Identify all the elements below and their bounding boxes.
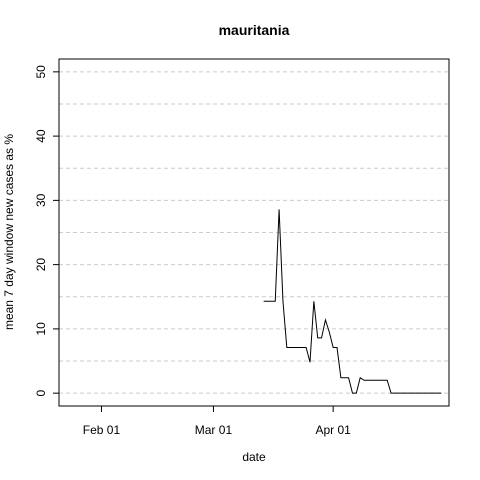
y-axis-label: mean 7 day window new cases as % xyxy=(2,134,16,330)
y-tick-label: 30 xyxy=(34,193,48,207)
series-line-0 xyxy=(263,209,442,394)
y-tick-label: 50 xyxy=(34,65,48,79)
y-axis: 0 10 20 30 40 50 xyxy=(34,65,59,396)
x-tick-label: Feb 01 xyxy=(83,423,121,437)
y-tick-label: 20 xyxy=(34,258,48,272)
x-axis: Feb 01 Mar 01 Apr 01 xyxy=(83,406,351,437)
series-layer xyxy=(263,209,442,394)
x-axis-label: date xyxy=(242,450,266,464)
y-tick-label: 0 xyxy=(34,389,48,396)
x-tick-label: Apr 01 xyxy=(315,423,351,437)
chart-title: mauritania xyxy=(219,22,290,38)
y-tick-label: 40 xyxy=(34,129,48,143)
plot-frame xyxy=(58,58,450,407)
x-tick-label: Mar 01 xyxy=(195,423,233,437)
grid-lines xyxy=(59,71,449,394)
y-tick-label: 10 xyxy=(34,322,48,336)
